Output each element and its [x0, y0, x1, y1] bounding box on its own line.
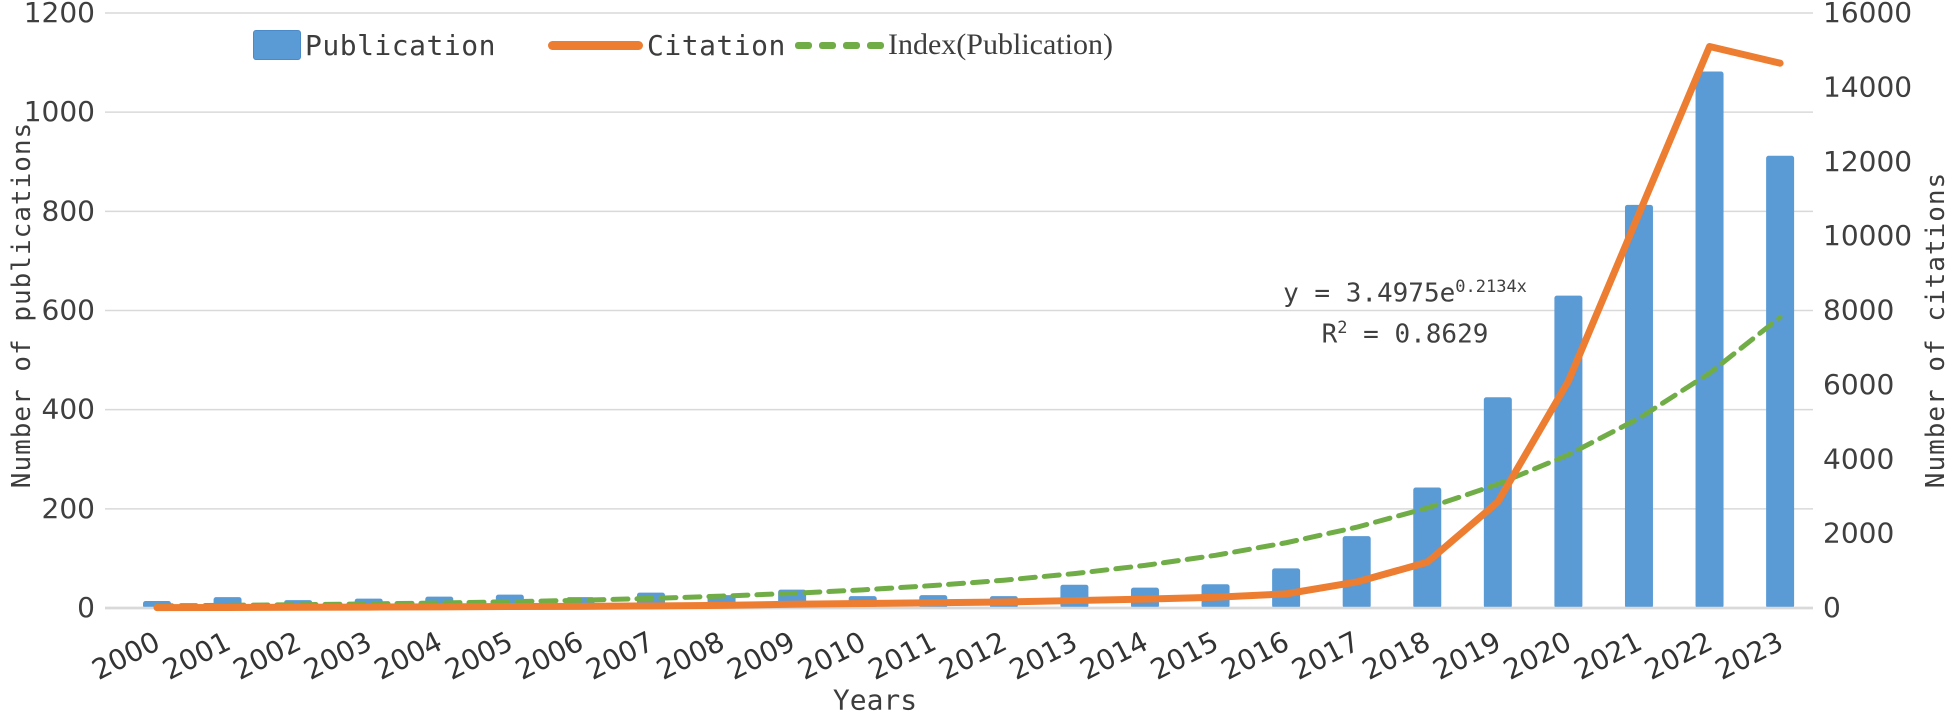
bar-2017 [1342, 536, 1371, 608]
trendline-annotation: y = 3.4975e0.2134x R2 = 0.8629 [1283, 270, 1527, 351]
left-axis-title: Number of publications [7, 121, 37, 489]
x-axis-tick-label: 2005 [440, 625, 518, 687]
index-trendline [154, 314, 1783, 609]
right-axis-tick-label: 8000 [1823, 294, 1894, 327]
x-axis-tick-label: 2016 [1216, 625, 1294, 687]
bar-2020 [1554, 295, 1583, 608]
x-axis-tick-label: 2018 [1357, 625, 1435, 687]
left-axis-tick-label: 1200 [24, 0, 95, 29]
x-axis-tick-label: 2012 [934, 625, 1012, 687]
x-axis-tick-label: 2022 [1639, 625, 1717, 687]
bar-2023 [1766, 155, 1795, 609]
publication-swatch-icon [253, 30, 301, 60]
x-axis-tick-label: 2021 [1569, 625, 1647, 687]
right-axis-tick-label: 0 [1823, 591, 1841, 624]
left-axis-tick-label: 200 [42, 492, 95, 525]
x-axis-tick-label: 2002 [228, 625, 306, 687]
x-axis-tick-label: 2017 [1286, 625, 1364, 687]
citation-swatch-icon [548, 40, 643, 50]
right-axis-title: Number of citations [1921, 171, 1951, 489]
x-axis-tick-label: 2003 [298, 625, 376, 687]
x-axis-tick-label: 2019 [1428, 625, 1506, 687]
right-axis-tick-label: 2000 [1823, 517, 1894, 550]
bar-2018 [1413, 487, 1442, 608]
x-axis-tick-label: 2010 [792, 625, 870, 687]
bar-2021 [1624, 204, 1653, 608]
right-axis-tick-label: 6000 [1823, 368, 1894, 401]
x-axis-tick-label: 2014 [1075, 625, 1153, 687]
x-axis-tick-label: 2009 [722, 625, 800, 687]
index-swatch-icon [795, 41, 884, 49]
legend-label-index: Index(Publication) [888, 28, 1113, 61]
bar-2022 [1695, 71, 1724, 609]
right-axis-tick-label: 16000 [1823, 0, 1912, 29]
left-axis-tick-label: 600 [42, 294, 95, 327]
legend-item-index: Index(Publication) [795, 28, 1113, 62]
x-axis-title: Years [832, 683, 918, 717]
x-axis-tick-label: 2007 [581, 625, 659, 687]
x-axis-tick-label: 2020 [1498, 625, 1576, 687]
r-squared-value: R2 = 0.8629 [1321, 317, 1489, 350]
x-axis-tick-label: 2001 [157, 625, 235, 687]
right-axis-tick-label: 12000 [1823, 145, 1912, 178]
legend-label-citation: Citation [647, 28, 786, 62]
x-axis-tick-label: 2008 [651, 625, 729, 687]
x-axis-tick-label: 2013 [1004, 625, 1082, 687]
right-axis-tick-label: 14000 [1823, 70, 1912, 103]
right-axis-tick-label: 4000 [1823, 442, 1894, 475]
x-axis-tick-label: 2004 [369, 625, 447, 687]
legend-label-publication: Publication [305, 28, 496, 62]
x-axis-tick-label: 2006 [510, 625, 588, 687]
bar-2016 [1272, 568, 1301, 608]
right-axis-tick-label: 10000 [1823, 219, 1912, 252]
left-axis-tick-label: 0 [77, 591, 95, 624]
trendline-equation: y = 3.4975e0.2134x [1283, 277, 1527, 309]
citation-line [153, 42, 1784, 612]
x-axis-tick-label: 2011 [863, 625, 941, 687]
legend-item-publication: Publication [253, 28, 496, 62]
x-axis-tick-label: 2000 [87, 625, 165, 687]
left-axis-tick-label: 1000 [24, 95, 95, 128]
legend-item-citation: Citation [548, 28, 786, 62]
x-axis-tick-label: 2023 [1710, 625, 1788, 687]
bar-2013 [1060, 584, 1089, 608]
left-axis-tick-label: 400 [42, 393, 95, 426]
x-axis-tick-label: 2015 [1145, 625, 1223, 687]
left-axis-tick-label: 800 [42, 194, 95, 227]
